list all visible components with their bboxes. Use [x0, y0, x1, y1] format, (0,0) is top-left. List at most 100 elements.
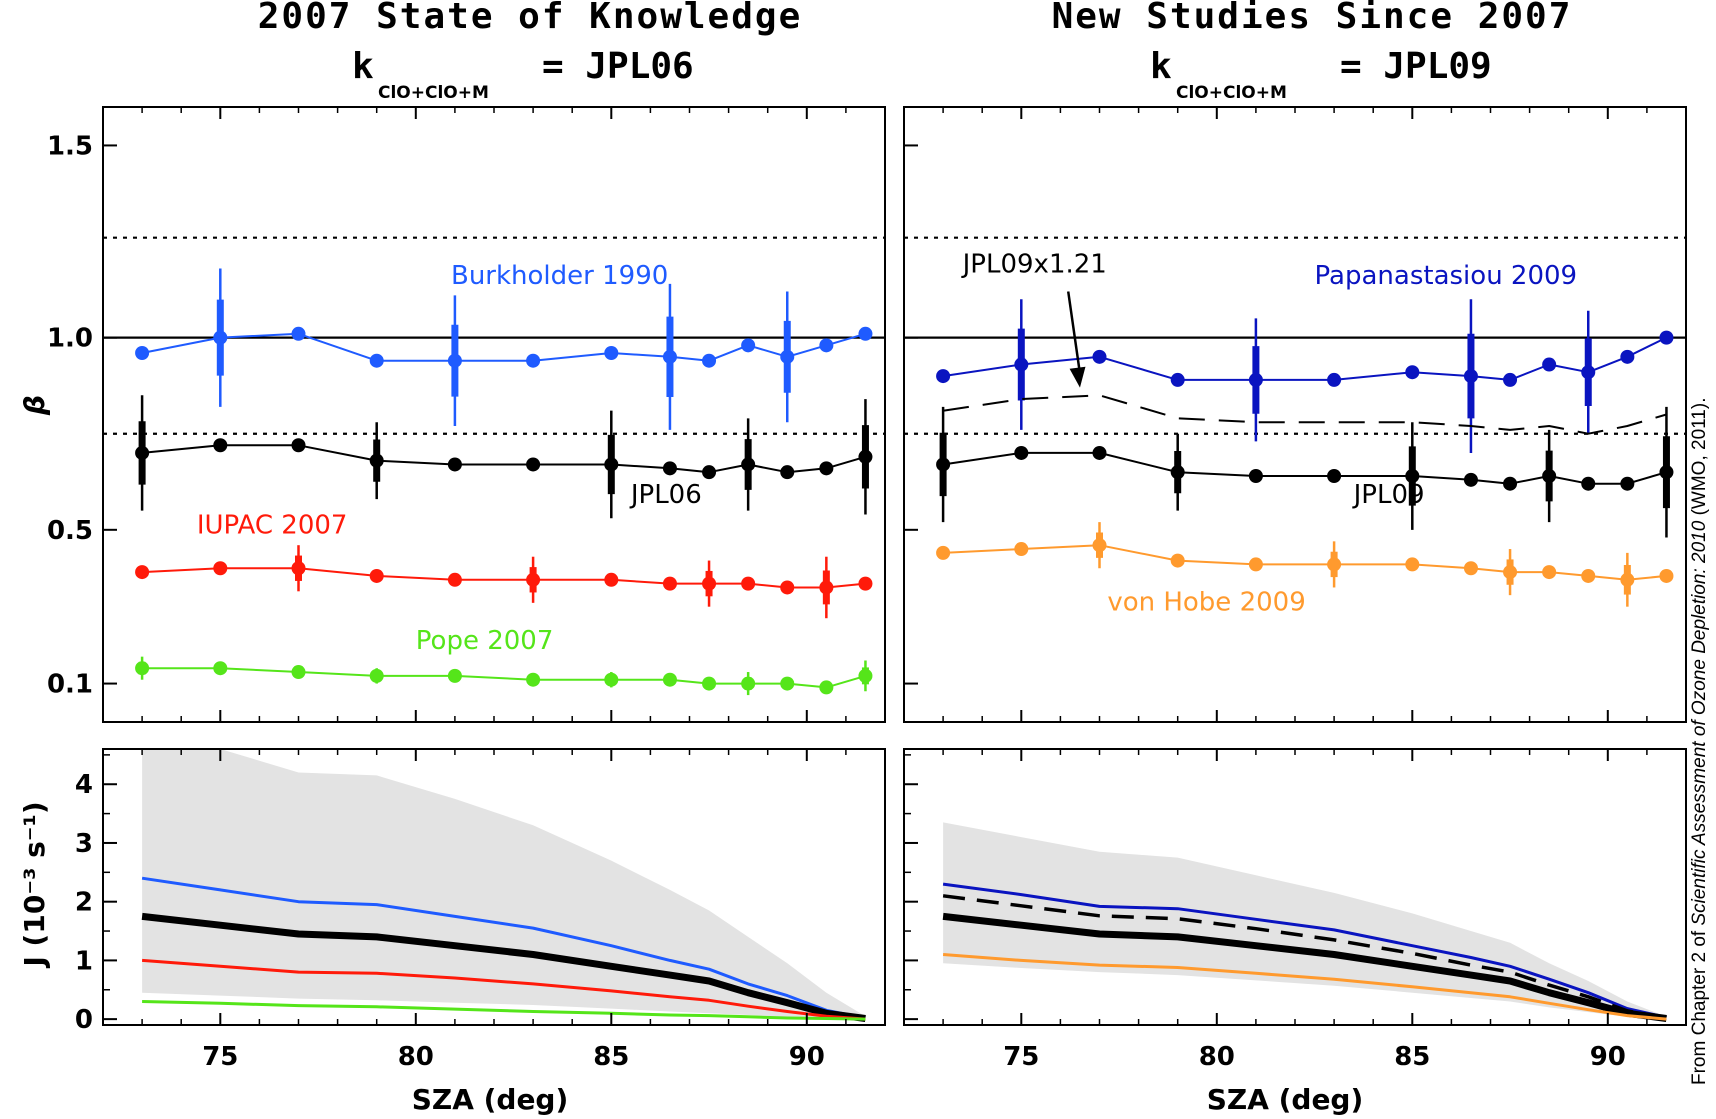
data-point: [291, 561, 306, 576]
data-point: [702, 576, 717, 591]
data-point: [936, 545, 951, 560]
series-pope-2007: [135, 656, 873, 696]
x-tick-label: 75: [1003, 1042, 1039, 1072]
series-line: [942, 953, 1667, 1021]
data-point: [1620, 476, 1635, 491]
left-x-axis-label: SZA (deg): [412, 1083, 569, 1116]
data-point: [1542, 469, 1557, 483]
data-point: [1014, 357, 1029, 372]
x-tick-label: 90: [789, 1042, 825, 1072]
plot-area: [942, 822, 1667, 1022]
data-point: [819, 338, 834, 353]
data-point: [604, 346, 619, 360]
data-point: [447, 572, 462, 587]
series-line: [942, 882, 1667, 1019]
data-point: [604, 672, 619, 687]
right-x-axis-label: SZA (deg): [1207, 1083, 1364, 1116]
data-point: [662, 576, 677, 591]
data-point: [1581, 568, 1596, 583]
series-label: Burkholder 1990: [451, 261, 668, 291]
data-point: [1503, 372, 1518, 387]
y-tick-label: 1.0: [47, 324, 93, 354]
data-point: [1620, 349, 1635, 364]
data-point: [369, 568, 384, 583]
data-point: [1327, 557, 1342, 572]
data-point: [1248, 557, 1263, 572]
series-line: [142, 567, 866, 589]
data-point: [1170, 553, 1185, 568]
series-jpl-1: [141, 912, 866, 1022]
uncertainty-band: [142, 749, 866, 1020]
left-k-value: = JPL06: [542, 46, 694, 87]
y-tick-label: 3: [75, 829, 93, 859]
data-point: [135, 346, 150, 360]
data-point: [780, 676, 795, 691]
right-k-value: = JPL09: [1340, 46, 1492, 87]
beta-axis-label: β: [18, 395, 51, 416]
series-burkholder-1990: [135, 268, 873, 430]
series-line: [141, 912, 866, 1022]
series-jpl06: [135, 395, 873, 519]
series-line: [141, 958, 866, 1021]
data-point: [1327, 372, 1342, 387]
data-point: [780, 349, 795, 364]
data-point: [1405, 469, 1420, 483]
data-point: [213, 661, 228, 676]
data-point: [1092, 349, 1107, 364]
data-point: [858, 449, 873, 464]
data-point: [1503, 565, 1518, 580]
series-label: JPL06: [629, 480, 702, 510]
panel-beta-left: Burkholder 1990 JPL06 IUPAC 2007 Pope 2007 1…: [47, 106, 886, 723]
data-point: [369, 668, 384, 683]
y-tick-label: 1.5: [47, 131, 93, 161]
series-line: [142, 444, 866, 474]
y-tick-label: 0.1: [47, 670, 93, 700]
panel-beta-right: Papanastasiou 2009 JPL09 von Hobe 2009 JPL0…: [903, 106, 1687, 723]
data-point: [819, 680, 834, 695]
plot-area: [141, 749, 866, 1022]
data-point: [135, 565, 150, 580]
series-line: [942, 451, 1667, 485]
data-point: [526, 457, 541, 472]
data-point: [291, 665, 306, 680]
data-point: [1405, 365, 1420, 380]
right-column-title: New Studies Since 2007: [1052, 0, 1573, 37]
data-point: [1659, 465, 1674, 480]
data-point: [447, 668, 462, 683]
y-tick-label: 1: [75, 946, 93, 976]
data-point: [526, 572, 541, 587]
data-point: [526, 353, 541, 368]
x-tick-label: 80: [1199, 1042, 1235, 1072]
panel-j-right: 75 80 85 90: [903, 748, 1687, 1072]
data-point: [662, 672, 677, 687]
annotation-label: JPL09x1.21: [961, 249, 1107, 279]
y-tick-label: 0: [75, 1005, 93, 1035]
data-point: [1170, 372, 1185, 387]
data-point: [604, 572, 619, 587]
series-jpl09: [936, 406, 1674, 538]
data-point: [662, 461, 677, 476]
series-papanastasiou-0: [942, 882, 1667, 1019]
data-point: [1405, 557, 1420, 572]
series-jpl-2: [942, 912, 1667, 1022]
x-tick-label: 80: [398, 1042, 434, 1072]
plot-area: [904, 236, 1686, 607]
data-point: [369, 453, 384, 468]
series-jpl09x1-21: [942, 394, 1667, 435]
data-point: [1463, 472, 1478, 487]
data-point: [702, 676, 717, 691]
series-line: [141, 876, 866, 1020]
data-point: [702, 353, 717, 368]
data-point: [1092, 538, 1107, 553]
data-point: [741, 676, 756, 691]
data-point: [1581, 476, 1596, 491]
right-k-subscript: ClO+ClO+M: [1176, 83, 1287, 103]
series-iupac-2: [141, 958, 866, 1021]
data-point: [1248, 372, 1263, 387]
series-label: Papanastasiou 2009: [1315, 261, 1578, 291]
data-point: [662, 349, 677, 364]
left-k-subscript: ClO+ClO+M: [378, 83, 489, 103]
x-tick-label: 85: [1394, 1042, 1430, 1072]
right-k-symbol: k: [1150, 46, 1172, 87]
uncertainty-band: [943, 822, 1667, 1020]
